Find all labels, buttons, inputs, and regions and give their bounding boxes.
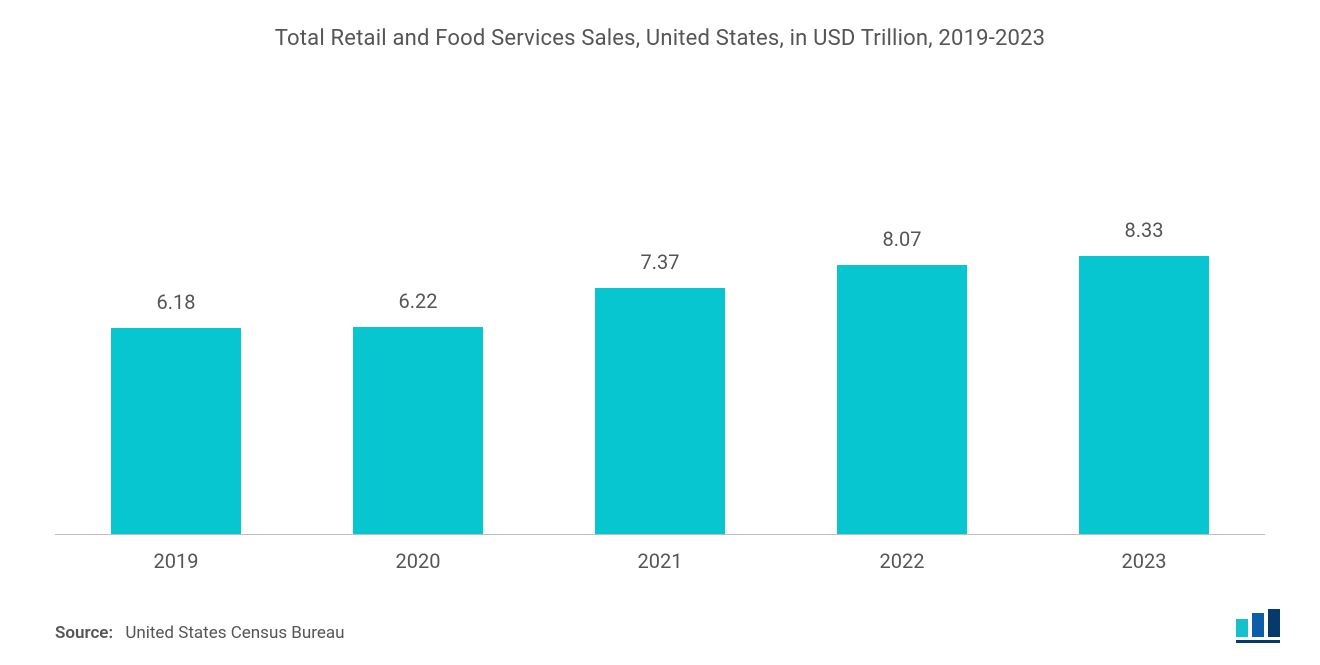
bar-value-label: 8.33 — [1125, 218, 1164, 242]
source-label: Source: — [55, 623, 113, 643]
brand-logo — [1234, 609, 1290, 643]
bar-slot: 6.222020 — [297, 100, 539, 535]
bar-value-label: 7.37 — [641, 250, 680, 274]
bar-category-label: 2023 — [1023, 535, 1265, 573]
chart-title: Total Retail and Food Services Sales, Un… — [0, 0, 1320, 51]
x-axis-line — [55, 534, 1265, 535]
plot-area: 6.1820196.2220207.3720218.0720228.332023 — [55, 100, 1265, 535]
bar-category-label: 2021 — [539, 535, 781, 573]
bar-value-label: 6.22 — [399, 289, 438, 313]
bar-rect — [111, 328, 241, 535]
bar-rect — [1079, 256, 1209, 535]
bar-category-label: 2020 — [297, 535, 539, 573]
source-text: United States Census Bureau — [125, 623, 344, 643]
bar-rect — [353, 327, 483, 535]
bar-rect — [837, 265, 967, 535]
bars-group: 6.1820196.2220207.3720218.0720228.332023 — [55, 100, 1265, 535]
bar-slot: 8.072022 — [781, 100, 1023, 535]
bar-category-label: 2022 — [781, 535, 1023, 573]
bar-value-label: 8.07 — [883, 227, 922, 251]
source-attribution: Source: United States Census Bureau — [55, 623, 345, 643]
bar-slot: 8.332023 — [1023, 100, 1265, 535]
bar-value-label: 6.18 — [157, 290, 196, 314]
bar-slot: 7.372021 — [539, 100, 781, 535]
chart-container: Total Retail and Food Services Sales, Un… — [0, 0, 1320, 665]
footer: Source: United States Census Bureau — [55, 609, 1290, 643]
bar-category-label: 2019 — [55, 535, 297, 573]
bar-rect — [595, 288, 725, 535]
bar-slot: 6.182019 — [55, 100, 297, 535]
